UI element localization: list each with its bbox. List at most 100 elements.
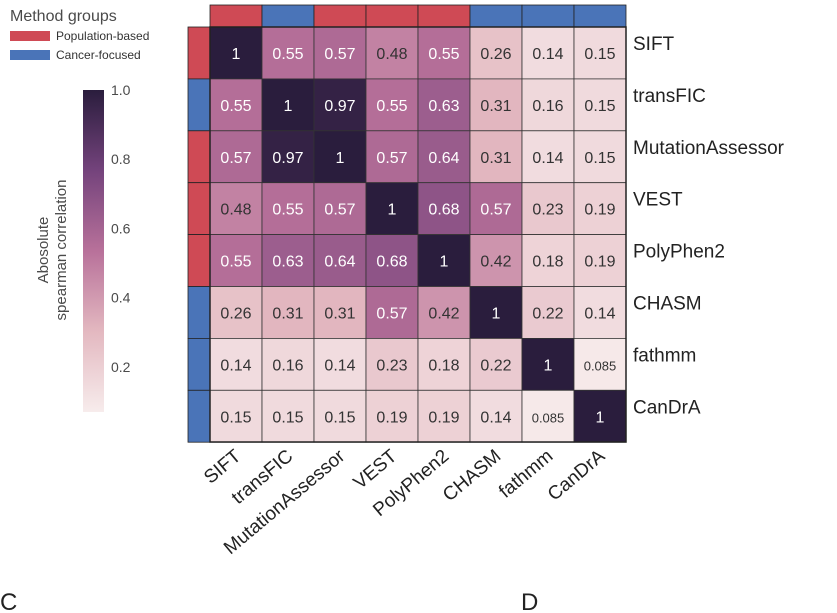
cell-label-fathmm-chasm: 0.22 bbox=[480, 357, 511, 374]
cell-label-vest-fathmm: 0.23 bbox=[532, 202, 563, 219]
cell-fathmm-mutationassessor bbox=[313, 337, 367, 391]
cell-mutationassessor-polyphen2 bbox=[417, 130, 471, 184]
cell-label-sift-sift: 1 bbox=[232, 46, 241, 63]
cell-label-mutationassessor-polyphen2: 0.64 bbox=[428, 150, 459, 167]
cell-label-fathmm-polyphen2: 0.18 bbox=[428, 357, 459, 374]
cell-fathmm-transfic bbox=[261, 337, 315, 391]
row-group-fathmm bbox=[187, 337, 211, 391]
cell-label-fathmm-sift: 0.14 bbox=[220, 357, 251, 374]
cell-chasm-chasm bbox=[469, 286, 523, 339]
cell-label-transfic-candra: 0.15 bbox=[584, 98, 615, 115]
col-label-chasm: CHASM bbox=[439, 446, 505, 506]
row-group-chasm bbox=[187, 286, 211, 339]
cell-label-vest-vest: 1 bbox=[388, 202, 397, 219]
cell-label-candra-fathmm: 0.085 bbox=[532, 410, 565, 425]
cell-sift-vest bbox=[365, 26, 419, 80]
cell-label-candra-vest: 0.19 bbox=[376, 409, 407, 426]
cell-label-candra-candra: 1 bbox=[596, 409, 605, 426]
cell-label-vest-chasm: 0.57 bbox=[480, 202, 511, 219]
cell-label-sift-polyphen2: 0.55 bbox=[428, 46, 459, 63]
cell-label-candra-chasm: 0.14 bbox=[480, 409, 511, 426]
row-label-transfic: transFIC bbox=[633, 86, 706, 107]
col-group-transfic bbox=[261, 4, 315, 28]
cell-label-transfic-polyphen2: 0.63 bbox=[428, 98, 459, 115]
cell-label-vest-polyphen2: 0.68 bbox=[428, 202, 459, 219]
cell-label-transfic-fathmm: 0.16 bbox=[532, 98, 563, 115]
row-label-mutationassessor: MutationAssessor bbox=[633, 138, 785, 159]
cell-label-mutationassessor-chasm: 0.31 bbox=[480, 150, 511, 167]
cell-sift-chasm bbox=[469, 26, 523, 80]
cell-label-vest-transfic: 0.55 bbox=[272, 202, 303, 219]
cell-mutationassessor-chasm bbox=[469, 130, 523, 184]
colorbar-tick-0-4: 0.4 bbox=[111, 290, 131, 306]
col-label-candra: CanDrA bbox=[544, 446, 610, 506]
row-label-candra: CanDrA bbox=[633, 397, 701, 418]
cell-mutationassessor-vest bbox=[365, 130, 419, 184]
colorbar-tick-0-8: 0.8 bbox=[111, 151, 131, 167]
cell-sift-transfic bbox=[261, 26, 315, 80]
cell-candra-mutationassessor bbox=[313, 389, 367, 443]
cell-polyphen2-chasm bbox=[469, 234, 523, 287]
cell-label-polyphen2-mutationassessor: 0.64 bbox=[324, 254, 355, 271]
cell-label-fathmm-fathmm: 1 bbox=[544, 357, 553, 374]
colorbar-ticks: 1.0 0.8 0.6 0.4 0.2 bbox=[111, 82, 131, 375]
cell-label-mutationassessor-transfic: 0.97 bbox=[272, 150, 303, 167]
cell-label-transfic-transfic: 1 bbox=[284, 98, 293, 115]
cell-chasm-mutationassessor bbox=[313, 286, 367, 339]
cell-fathmm-candra bbox=[573, 337, 627, 391]
row-labels: SIFT transFIC MutationAssessor VEST PolyPhen… bbox=[633, 34, 785, 418]
row-group-candra bbox=[187, 389, 211, 443]
row-label-chasm: CHASM bbox=[633, 293, 702, 314]
cell-label-fathmm-transfic: 0.16 bbox=[272, 357, 303, 374]
cell-label-mutationassessor-candra: 0.15 bbox=[584, 150, 615, 167]
cell-label-sift-fathmm: 0.14 bbox=[532, 46, 563, 63]
legend-items: Population-based Cancer-focused bbox=[10, 29, 149, 62]
row-group-polyphen2 bbox=[187, 234, 211, 287]
col-group-sift bbox=[209, 4, 263, 28]
cell-mutationassessor-fathmm bbox=[521, 130, 575, 184]
col-label-sift: SIFT bbox=[200, 445, 245, 488]
cell-label-chasm-polyphen2: 0.42 bbox=[428, 305, 459, 322]
colorbar-tick-0-6: 0.6 bbox=[111, 220, 131, 236]
cell-vest-sift bbox=[209, 182, 263, 235]
cell-label-vest-candra: 0.19 bbox=[584, 202, 615, 219]
method-groups-legend: Method groups Population-based Cancer-foc… bbox=[10, 8, 149, 62]
cell-mutationassessor-transfic bbox=[261, 130, 315, 184]
cell-label-polyphen2-sift: 0.55 bbox=[220, 254, 251, 271]
row-group-mutationassessor bbox=[187, 130, 211, 184]
cell-polyphen2-candra bbox=[573, 234, 627, 287]
row-group-colors bbox=[187, 26, 211, 443]
colorbar-tick-0-2: 0.2 bbox=[111, 359, 131, 375]
cell-chasm-candra bbox=[573, 286, 627, 339]
legend-label-population-based: Population-based bbox=[56, 29, 149, 43]
cell-chasm-transfic bbox=[261, 286, 315, 339]
colorbar-label-line-2: spearman correlation bbox=[53, 180, 70, 321]
cell-label-transfic-chasm: 0.31 bbox=[480, 98, 511, 115]
cell-label-candra-polyphen2: 0.19 bbox=[428, 409, 459, 426]
colorbar: 1.0 0.8 0.6 0.4 0.2 Abosolute spearman corre… bbox=[35, 82, 131, 412]
panel-label-d: D bbox=[521, 589, 538, 613]
cell-label-fathmm-mutationassessor: 0.14 bbox=[324, 357, 355, 374]
cell-fathmm-polyphen2 bbox=[417, 337, 471, 391]
cell-label-fathmm-candra: 0.085 bbox=[584, 358, 617, 373]
row-group-vest bbox=[187, 182, 211, 235]
cell-label-candra-transfic: 0.15 bbox=[272, 409, 303, 426]
cell-transfic-transfic bbox=[261, 78, 315, 132]
panel-label-c: C bbox=[0, 589, 17, 613]
cell-label-chasm-candra: 0.14 bbox=[584, 305, 615, 322]
cell-label-vest-sift: 0.48 bbox=[220, 202, 251, 219]
col-group-polyphen2 bbox=[417, 4, 471, 28]
cell-label-mutationassessor-mutationassessor: 1 bbox=[336, 150, 345, 167]
col-group-mutationassessor bbox=[313, 4, 367, 28]
cell-label-chasm-transfic: 0.31 bbox=[272, 305, 303, 322]
colorbar-gradient bbox=[83, 90, 104, 412]
cell-sift-sift bbox=[209, 26, 263, 80]
cell-vest-mutationassessor bbox=[313, 182, 367, 235]
row-label-fathmm: fathmm bbox=[633, 345, 696, 366]
row-group-transfic bbox=[187, 78, 211, 132]
cell-transfic-candra bbox=[573, 78, 627, 132]
cell-label-transfic-vest: 0.55 bbox=[376, 98, 407, 115]
cell-candra-polyphen2 bbox=[417, 389, 471, 443]
cell-label-chasm-mutationassessor: 0.31 bbox=[324, 305, 355, 322]
